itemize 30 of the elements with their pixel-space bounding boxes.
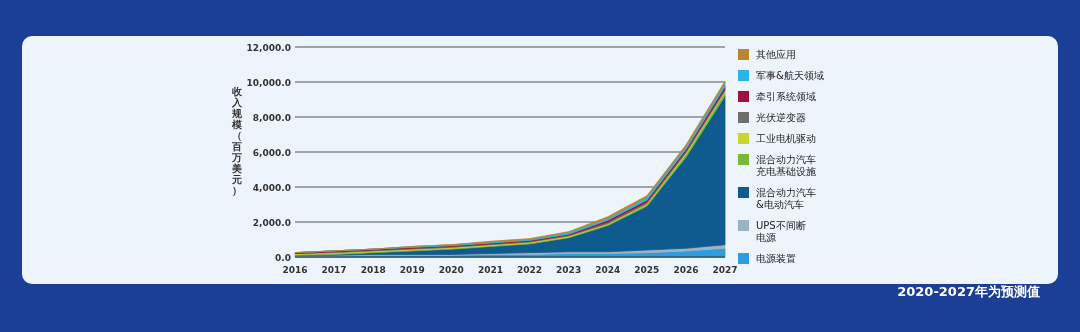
- text: 2020-2027年为预测值: [897, 284, 1040, 299]
- x-tick-label: 2020: [438, 265, 464, 275]
- legend-label: 电源装置: [756, 253, 796, 264]
- legend-label: 军事&航天领域: [756, 70, 824, 81]
- y-tick-label: 4,000.0: [252, 183, 291, 193]
- legend-label: 牵引系统领域: [756, 91, 816, 102]
- x-tick-label: 2018: [360, 265, 386, 275]
- x-tick-label: 2021: [477, 265, 503, 275]
- legend-label: 其他应用: [756, 49, 796, 60]
- x-tick-label: 2025: [634, 265, 660, 275]
- x-tick-label: 2016: [282, 265, 308, 275]
- text: 收入规模（百万美元）: [232, 86, 242, 196]
- x-tick-label: 2027: [712, 265, 738, 275]
- x-tick-label: 2017: [321, 265, 347, 275]
- legend-label: 混合动力汽车充电基础设施: [756, 154, 816, 177]
- y-tick-label: 6,000.0: [252, 148, 291, 158]
- y-tick-label: 8,000.0: [252, 113, 291, 123]
- x-tick-label: 2024: [595, 265, 621, 275]
- y-tick-label: 10,000.0: [246, 78, 291, 88]
- legend-label: 光伏逆变器: [756, 112, 806, 123]
- legend-label: 工业电机驱动: [756, 133, 816, 144]
- legend-label: UPS不间断电源: [756, 220, 806, 243]
- y-tick-label: 2,000.0: [252, 218, 291, 228]
- x-tick-label: 2019: [399, 265, 425, 275]
- y-tick-label: 0.0: [275, 253, 291, 263]
- x-tick-label: 2022: [517, 265, 543, 275]
- legend-label: 混合动力汽车&电动汽车: [756, 187, 816, 210]
- x-tick-label: 2026: [673, 265, 699, 275]
- y-tick-label: 12,000.0: [246, 43, 291, 53]
- x-tick-label: 2023: [556, 265, 582, 275]
